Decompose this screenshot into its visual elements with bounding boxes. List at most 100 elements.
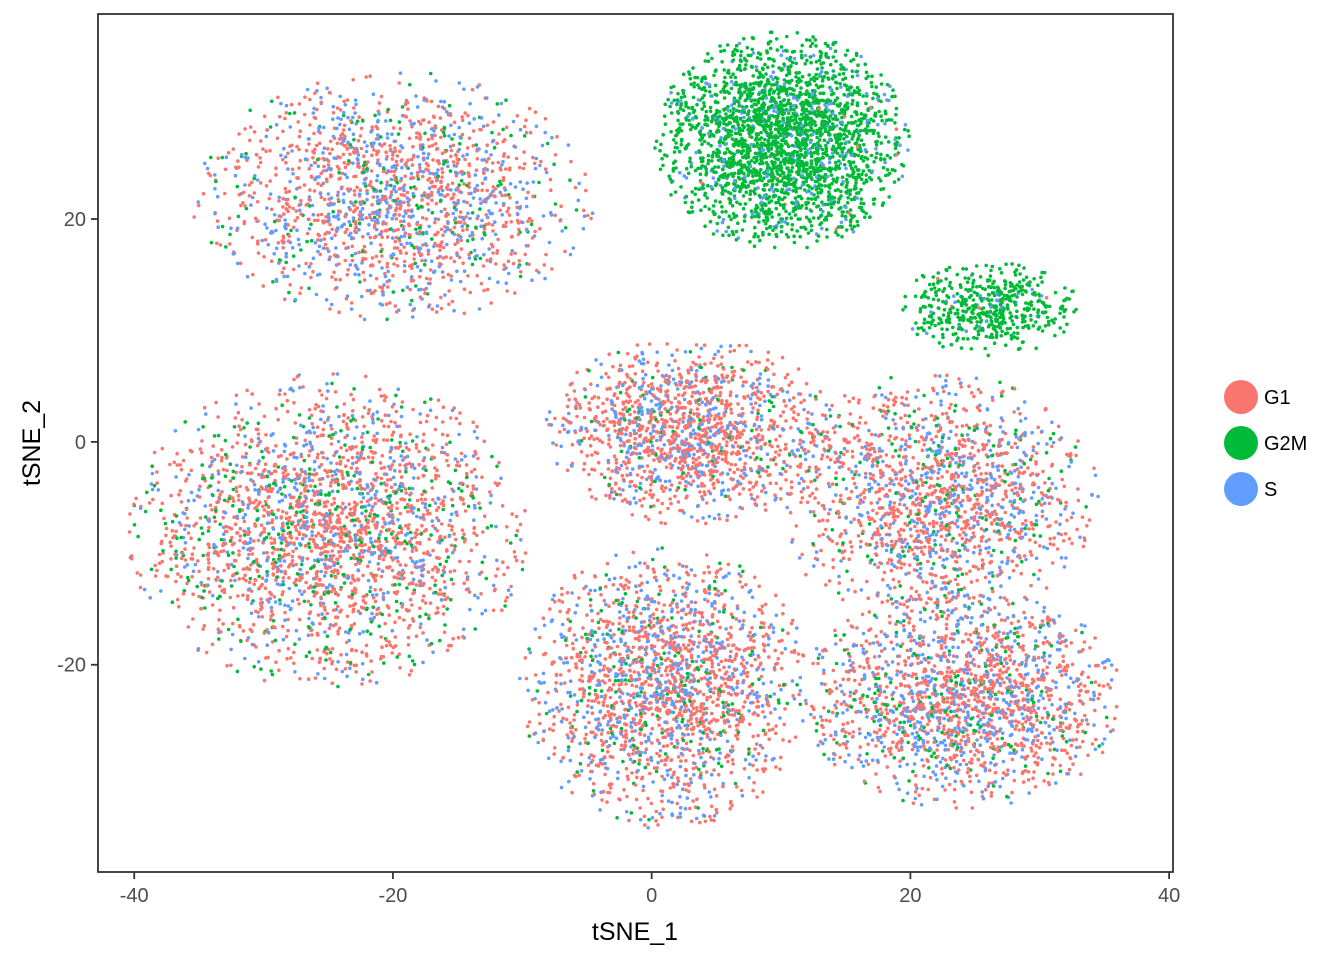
point-G1 [490,245,495,249]
point-G1 [333,590,338,595]
point-S [430,519,435,523]
point-G1 [501,223,506,228]
point-S [196,647,201,651]
point-G2M [228,462,233,467]
point-S [249,203,253,207]
point-G1 [452,547,457,552]
point-G1 [237,553,241,557]
point-G1 [313,406,318,411]
point-G1 [691,479,696,483]
point-G1 [244,486,249,490]
point-G2M [485,526,490,530]
point-S [550,135,554,140]
point-G1 [428,601,433,605]
point-G1 [485,143,490,147]
point-G1 [364,652,369,656]
point-G1 [439,135,443,140]
point-G1 [362,405,367,410]
point-G1 [359,126,364,131]
point-G2M [267,483,272,488]
point-G1 [469,548,474,553]
point-G1 [216,499,221,504]
point-G1 [263,586,268,590]
point-G2M [255,508,260,513]
point-G1 [268,179,273,183]
point-G1 [590,453,594,457]
point-S [493,220,497,224]
point-G1 [495,567,500,571]
point-G1 [385,235,390,239]
point-G2M [280,492,284,496]
point-G2M [368,445,373,450]
point-S [358,201,363,206]
point-S [473,173,478,177]
point-S [412,307,417,311]
point-G1 [394,534,399,538]
point-G1 [350,446,355,450]
point-G1 [251,500,256,505]
point-G1 [347,502,352,507]
point-G2M [307,541,311,546]
point-S [630,467,635,471]
point-S [462,199,466,204]
point-G1 [446,272,451,277]
point-G1 [476,456,480,461]
point-G1 [638,498,642,503]
point-G1 [418,420,423,425]
point-S [156,488,161,492]
point-S [337,414,341,419]
point-G1 [380,254,384,258]
point-G2M [200,463,204,467]
point-G1 [298,473,302,478]
point-S [235,463,239,468]
point-S [443,585,448,590]
point-G1 [445,548,449,552]
point-G1 [423,464,427,469]
point-G1 [425,99,429,103]
point-S [216,488,220,493]
point-G1 [341,419,346,424]
point-G1 [256,427,260,432]
point-G1 [535,268,539,273]
point-G1 [256,165,261,169]
point-G1 [385,438,390,443]
point-G1 [242,519,247,524]
point-G1 [229,578,233,583]
point-S [411,191,415,196]
point-G1 [421,583,425,587]
point-G1 [438,588,443,592]
point-G1 [403,231,408,235]
point-G1 [271,624,276,629]
point-G1 [372,235,377,240]
point-G1 [389,485,394,490]
point-G2M [202,476,207,481]
point-G1 [258,160,263,165]
point-G2M [307,545,312,550]
point-G1 [381,516,386,521]
point-G1 [339,653,343,657]
point-G1 [322,513,327,517]
point-G1 [306,599,311,604]
point-S [392,213,396,218]
point-G1 [686,371,691,375]
point-G2M [152,483,157,488]
point-S [642,396,647,401]
point-S [328,167,333,171]
point-G1 [194,521,199,526]
point-S [367,503,371,507]
point-G1 [419,497,424,502]
point-S [369,496,374,501]
point-G1 [385,265,390,269]
point-S [734,394,739,398]
point-G1 [673,494,677,499]
point-G1 [305,556,310,561]
point-G1 [243,529,248,534]
point-G2M [650,375,655,380]
point-G1 [433,565,437,569]
point-G1 [292,661,296,666]
point-S [253,174,257,178]
point-G1 [508,166,512,170]
point-G1 [375,152,379,157]
point-G1 [517,165,522,170]
point-G1 [318,252,323,257]
